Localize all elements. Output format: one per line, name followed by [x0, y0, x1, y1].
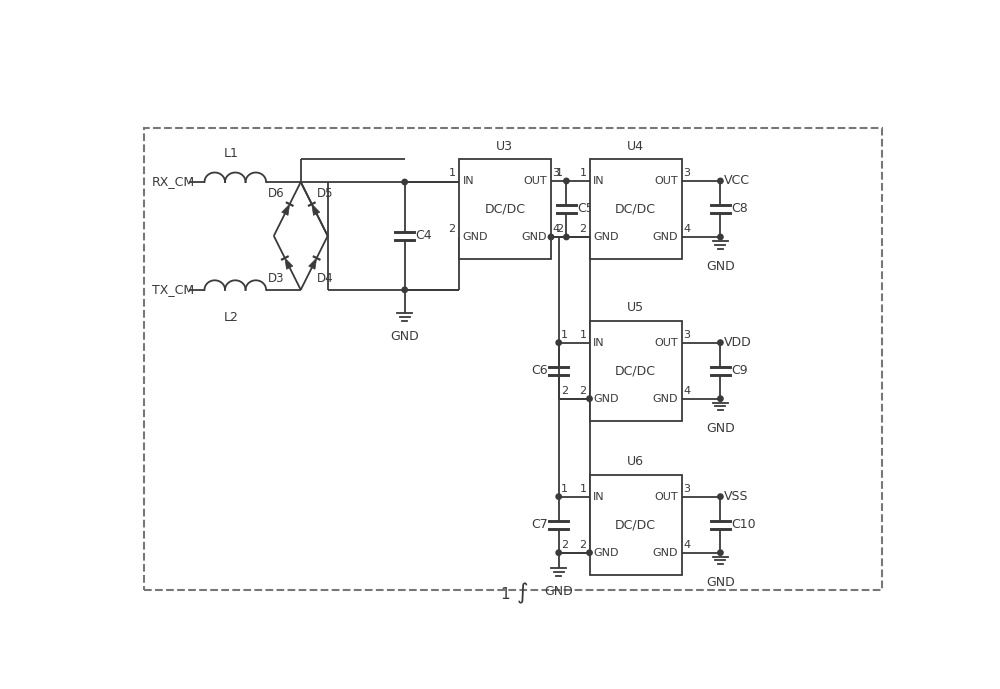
Circle shape: [556, 494, 561, 500]
Text: C5: C5: [577, 203, 594, 216]
Text: 3: 3: [683, 484, 690, 493]
Text: IN: IN: [593, 492, 605, 502]
Text: 1: 1: [579, 484, 586, 493]
Text: C8: C8: [731, 203, 748, 216]
Polygon shape: [312, 204, 320, 216]
Text: DC/DC: DC/DC: [484, 203, 525, 216]
Circle shape: [718, 494, 723, 500]
Text: D4: D4: [317, 272, 333, 285]
Circle shape: [718, 396, 723, 402]
Text: GND: GND: [706, 260, 735, 273]
Polygon shape: [285, 258, 293, 269]
Text: GND: GND: [653, 548, 678, 557]
Text: 2: 2: [579, 224, 586, 234]
Text: 4: 4: [683, 539, 691, 550]
Text: 4: 4: [683, 386, 691, 395]
Text: 1: 1: [579, 168, 586, 178]
Text: IN: IN: [593, 338, 605, 348]
Text: 4: 4: [683, 224, 691, 234]
Polygon shape: [282, 204, 290, 216]
Text: OUT: OUT: [654, 492, 678, 502]
Text: U4: U4: [627, 140, 644, 153]
Text: VCC: VCC: [724, 174, 750, 187]
Text: 3: 3: [683, 329, 690, 340]
Circle shape: [548, 234, 554, 240]
Text: DC/DC: DC/DC: [615, 203, 656, 216]
Text: RX_CM: RX_CM: [152, 176, 195, 189]
Circle shape: [718, 340, 723, 345]
Circle shape: [556, 340, 561, 345]
Text: OUT: OUT: [654, 176, 678, 186]
Circle shape: [587, 550, 592, 555]
Text: U6: U6: [627, 455, 644, 469]
Text: GND: GND: [522, 232, 547, 242]
Text: C10: C10: [731, 518, 756, 531]
Text: IN: IN: [593, 176, 605, 186]
Bar: [590, 159, 682, 259]
Text: 1: 1: [561, 484, 568, 493]
Text: 1: 1: [561, 329, 568, 340]
Bar: [144, 128, 882, 590]
Circle shape: [402, 179, 407, 185]
Text: U3: U3: [496, 140, 513, 153]
Text: 2: 2: [561, 386, 568, 395]
Text: DC/DC: DC/DC: [615, 518, 656, 531]
Text: 1: 1: [449, 168, 456, 178]
Circle shape: [556, 550, 561, 555]
Text: 2: 2: [556, 224, 563, 234]
Text: GND: GND: [653, 232, 678, 242]
Text: C7: C7: [531, 518, 548, 531]
Text: D6: D6: [268, 187, 285, 200]
Text: 2: 2: [561, 539, 568, 550]
Bar: [590, 320, 682, 421]
Text: GND: GND: [653, 393, 678, 404]
Text: IN: IN: [462, 176, 474, 186]
Circle shape: [718, 178, 723, 184]
Text: VSS: VSS: [724, 490, 749, 503]
Text: ∫: ∫: [517, 583, 529, 604]
Bar: [459, 159, 551, 259]
Text: GND: GND: [593, 232, 619, 242]
Text: 1: 1: [579, 329, 586, 340]
Text: L2: L2: [224, 311, 239, 325]
Text: 3: 3: [553, 168, 560, 178]
Circle shape: [718, 550, 723, 555]
Text: OUT: OUT: [524, 176, 547, 186]
Text: OUT: OUT: [654, 338, 678, 348]
Text: GND: GND: [390, 330, 419, 343]
Text: GND: GND: [706, 422, 735, 435]
Text: D5: D5: [317, 187, 333, 200]
Text: D3: D3: [268, 272, 285, 285]
Circle shape: [402, 287, 407, 293]
Text: C9: C9: [731, 364, 748, 377]
Circle shape: [587, 396, 592, 402]
Text: 4: 4: [553, 224, 560, 234]
Text: VDD: VDD: [724, 336, 752, 349]
Text: 2: 2: [579, 539, 586, 550]
Text: U5: U5: [627, 302, 644, 314]
Text: 3: 3: [683, 168, 690, 178]
Text: GND: GND: [706, 576, 735, 589]
Polygon shape: [309, 258, 317, 269]
Text: 2: 2: [579, 386, 586, 395]
Text: 1: 1: [500, 586, 510, 601]
Text: C6: C6: [531, 364, 548, 377]
Text: GND: GND: [593, 548, 619, 557]
Text: GND: GND: [462, 232, 488, 242]
Text: GND: GND: [544, 585, 573, 598]
Text: C4: C4: [415, 229, 432, 243]
Text: TX_CM: TX_CM: [152, 283, 194, 296]
Text: 2: 2: [448, 224, 456, 234]
Text: DC/DC: DC/DC: [615, 364, 656, 377]
Text: GND: GND: [593, 393, 619, 404]
Text: L1: L1: [224, 147, 239, 161]
Circle shape: [564, 234, 569, 240]
Bar: [590, 475, 682, 575]
Circle shape: [718, 234, 723, 240]
Circle shape: [564, 178, 569, 184]
Text: 1: 1: [556, 168, 563, 178]
